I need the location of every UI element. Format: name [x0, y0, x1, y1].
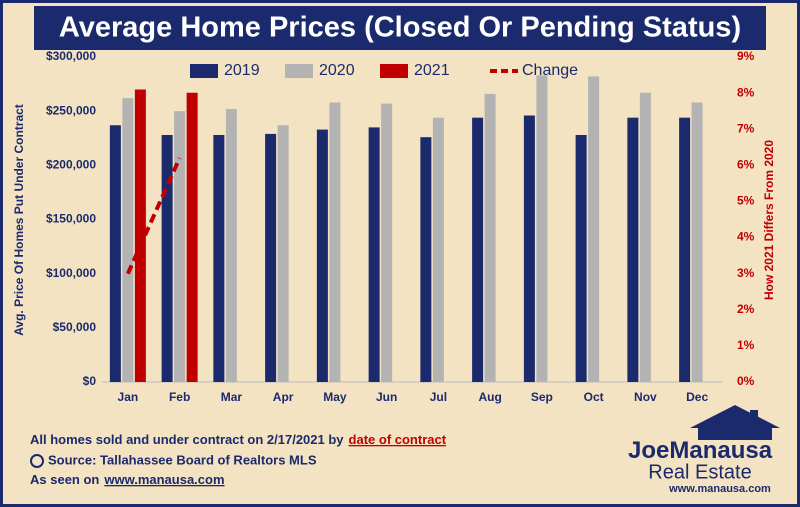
- bar: [225, 109, 237, 382]
- bar: [523, 115, 535, 382]
- bar: [691, 102, 703, 382]
- bar: [174, 111, 186, 383]
- bar: [368, 127, 380, 383]
- logo-last: Manausa: [669, 437, 772, 464]
- bar: [161, 135, 173, 382]
- y2-axis-label: How 2021 Differs From 2020: [762, 140, 776, 300]
- logo-url: www.manausa.com: [668, 483, 771, 495]
- x-tick-label: Nov: [634, 390, 657, 404]
- y2-tick-label: 6%: [737, 158, 755, 172]
- x-tick-label: Jun: [376, 390, 397, 404]
- y2-tick-label: 7%: [737, 121, 755, 135]
- bar: [316, 129, 328, 382]
- x-tick-label: Apr: [273, 390, 294, 404]
- bar: [420, 137, 432, 382]
- x-tick-label: Aug: [478, 390, 501, 404]
- bar: [588, 76, 600, 382]
- footer-link[interactable]: date of contract: [349, 432, 447, 447]
- legend-label: 2021: [414, 62, 450, 79]
- bar: [472, 117, 484, 383]
- bar: [213, 135, 225, 382]
- bar: [627, 117, 639, 383]
- logo-name: JoeManausa: [628, 437, 773, 464]
- y2-tick-label: 9%: [737, 49, 755, 63]
- y-tick-label: $100,000: [46, 266, 96, 280]
- y-tick-label: $300,000: [46, 49, 96, 63]
- logo-house: [690, 405, 780, 440]
- chart-title: Average Home Prices (Closed Or Pending S…: [59, 12, 741, 44]
- x-tick-label: Jul: [430, 390, 447, 404]
- legend-label: 2019: [224, 62, 260, 79]
- bar: [277, 125, 289, 382]
- footer-seen: As seen on www.manausa.com: [30, 472, 225, 487]
- bar: [536, 75, 548, 383]
- bar: [639, 92, 651, 382]
- bar: [329, 102, 341, 382]
- y-tick-label: $0: [83, 374, 97, 388]
- y-tick-label: $150,000: [46, 212, 96, 226]
- bar: [381, 103, 393, 382]
- bar: [432, 117, 444, 383]
- line: [126, 157, 182, 275]
- y2-tick-label: 8%: [737, 85, 755, 99]
- bar: [484, 93, 496, 382]
- legend-label: Change: [522, 62, 578, 79]
- bar: [186, 92, 198, 382]
- x-tick-label: May: [323, 390, 347, 404]
- y2-tick-label: 4%: [737, 230, 755, 244]
- y-tick-label: $200,000: [46, 158, 96, 172]
- logo-subtitle: Real Estate: [648, 461, 751, 483]
- y2-tick-label: 3%: [737, 266, 755, 280]
- footer-link[interactable]: www.manausa.com: [103, 472, 224, 487]
- bar: [134, 89, 146, 382]
- footer-text: All homes sold and under contract on 2/1…: [30, 432, 344, 447]
- y-tick-label: $250,000: [46, 103, 96, 117]
- y2-tick-label: 2%: [737, 302, 755, 316]
- y2-tick-label: 0%: [737, 374, 755, 388]
- x-tick-label: Feb: [169, 390, 190, 404]
- bar: [575, 135, 587, 382]
- bar: [265, 133, 277, 382]
- x-tick-label: Dec: [686, 390, 708, 404]
- footer-source: Source: Tallahassee Board of Realtors ML…: [48, 452, 317, 467]
- x-tick-label: Jan: [118, 390, 139, 404]
- logo: JoeManausa Real Estate www.manausa.com: [628, 405, 780, 495]
- legend-swatch: [380, 64, 408, 78]
- y2-tick-label: 1%: [737, 338, 755, 352]
- footer-note: All homes sold and under contract on 2/1…: [30, 432, 447, 447]
- y-axis-label: Avg. Price Of Homes Put Under Contract: [12, 104, 26, 336]
- legend-label: 2020: [319, 62, 355, 79]
- x-tick-label: Mar: [221, 390, 243, 404]
- y2-tick-label: 5%: [737, 194, 755, 208]
- x-tick-label: Sep: [531, 390, 553, 404]
- legend-swatch: [190, 64, 218, 78]
- bar: [109, 125, 121, 382]
- logo-chimney: [750, 410, 758, 422]
- x-tick-label: Oct: [584, 390, 604, 404]
- bar: [122, 98, 134, 383]
- logo-first: Joe: [628, 437, 669, 464]
- footer-text: As seen on: [30, 472, 99, 487]
- y-tick-label: $50,000: [53, 320, 97, 334]
- legend-swatch: [285, 64, 313, 78]
- source-icon: [30, 454, 44, 468]
- title-banner: [34, 6, 766, 50]
- bar: [679, 117, 691, 383]
